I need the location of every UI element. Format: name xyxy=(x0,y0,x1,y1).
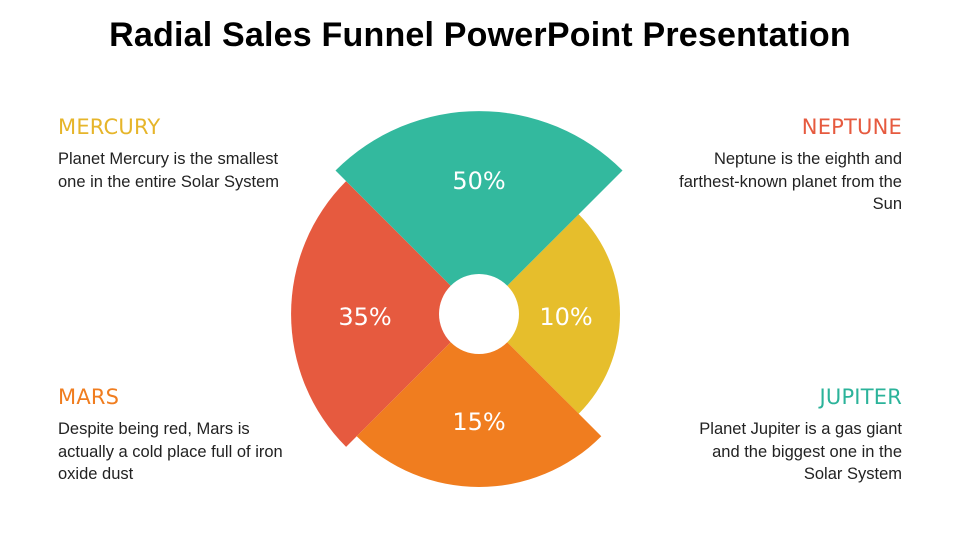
funnel-label-35: 35% xyxy=(338,303,391,331)
jupiter-description: Planet Jupiter is a gas giant and the bi… xyxy=(699,420,902,483)
funnel-segment-15 xyxy=(356,314,602,487)
mercury-block: MERCURY Planet Mercury is the smallest o… xyxy=(58,114,288,193)
slide-title: Radial Sales Funnel PowerPoint Presentat… xyxy=(109,16,851,54)
neptune-heading: NEPTUNE xyxy=(801,115,902,139)
funnel-segment-orange: 15% xyxy=(356,314,602,487)
funnel-center-hole xyxy=(439,274,519,354)
neptune-block: NEPTUNE Neptune is the eighth and farthe… xyxy=(672,114,902,216)
funnel-segment-mars: 35% xyxy=(291,181,479,447)
mars-heading: MARS xyxy=(58,385,120,409)
mercury-heading: MERCURY xyxy=(58,115,161,139)
mercury-description: Planet Mercury is the smallest one in th… xyxy=(58,150,280,191)
funnel-segment-35 xyxy=(291,181,479,447)
funnel-label-15: 15% xyxy=(452,408,505,436)
funnel-segment-50 xyxy=(335,111,623,314)
funnel-label-50: 50% xyxy=(452,167,505,195)
mars-block: MARS Despite being red, Mars is actually… xyxy=(58,384,288,486)
jupiter-block: JUPITER Planet Jupiter is a gas giant an… xyxy=(672,384,902,486)
funnel-segment-10 xyxy=(479,214,620,414)
funnel-label-10: 10% xyxy=(539,303,592,331)
jupiter-heading: JUPITER xyxy=(819,385,902,409)
mars-description: Despite being red, Mars is actually a co… xyxy=(58,420,283,483)
funnel-segment-jupiter: 10% xyxy=(479,214,620,414)
neptune-description: Neptune is the eighth and farthest-known… xyxy=(679,150,902,213)
funnel-segment-top: 50% xyxy=(335,111,623,314)
